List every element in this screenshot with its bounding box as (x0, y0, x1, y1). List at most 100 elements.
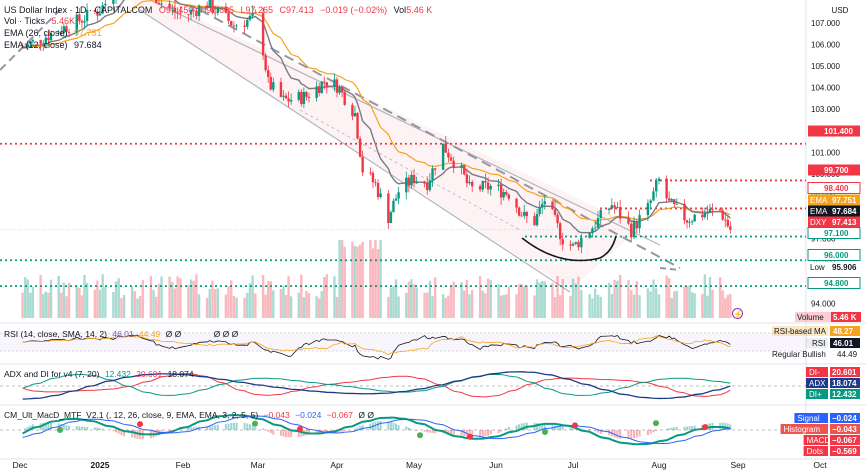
volume-bar (635, 281, 639, 318)
macd-hist-bar (515, 425, 518, 430)
candle-body (49, 33, 53, 41)
volume-bar (706, 295, 709, 318)
macd-hist-bar (395, 423, 398, 430)
candle-body (42, 43, 45, 45)
volume-bar (610, 293, 614, 318)
price-tag-value: 98.400 (824, 184, 849, 193)
candle-body (538, 207, 541, 214)
macd-hist-bar (341, 430, 344, 432)
candle-body (338, 87, 341, 93)
candle-body (248, 15, 252, 20)
macd-hist-bar (561, 426, 564, 430)
symbol-legend: US Dollar Index · 1D · CAPITALCOM O97.45… (4, 5, 432, 16)
candle-body (211, 0, 214, 13)
macd-hist-bar (269, 430, 272, 434)
macd-tag-value-bg (830, 424, 860, 434)
volume-bar (171, 281, 174, 318)
adx-tag-value: 12.432 (832, 390, 857, 399)
candle-body (392, 200, 395, 213)
volume-bar (39, 274, 42, 318)
price-tick-label: 101.000 (811, 148, 840, 157)
candle-body (98, 13, 102, 16)
macd-title: CM_Ult_MacD_MTF_V2.1 (, 12, 26, close, 9… (4, 410, 259, 420)
volume-bar (122, 294, 126, 318)
time-tick-label: 2025 (91, 460, 110, 470)
candle-body (708, 208, 712, 213)
channel-lower-line (139, 9, 571, 293)
candle-body (726, 219, 730, 227)
candle-body (541, 204, 544, 208)
regular-bullish-value: 44.49 (837, 350, 858, 359)
macd-hist-bar (279, 430, 282, 436)
candle-body (533, 216, 536, 226)
macd-hist-bar (206, 426, 209, 430)
volume-bar (596, 294, 600, 318)
macd-extra-value: Ø Ø (358, 410, 374, 420)
time-tick-label: Jun (489, 460, 503, 470)
candle-body (297, 91, 300, 100)
candle-body (520, 215, 523, 217)
macd-hist-bar (554, 425, 557, 430)
volume-bar (138, 295, 142, 318)
macd-hist-bar (460, 430, 463, 436)
volume-bar (356, 246, 359, 318)
price-tag-label-bg (808, 261, 830, 273)
macd-hist-bar (468, 430, 471, 438)
volume-bar (520, 283, 523, 318)
low-value: L97.265 (240, 5, 274, 15)
candle-body (613, 205, 616, 208)
macd-tag-value-bg (830, 435, 860, 445)
candle-body (335, 79, 339, 93)
volume-bar (387, 296, 390, 318)
candle-body (112, 0, 115, 4)
macd-hist-bar (297, 430, 300, 437)
macd-hist-bar (246, 423, 249, 430)
close-value: C97.413 (279, 5, 314, 15)
macd-hist-bar (235, 422, 238, 430)
macd-tag-label: Dots (807, 447, 823, 456)
candle-body (499, 184, 503, 198)
volume-bar (96, 280, 99, 318)
macd-hist-bar (248, 424, 251, 430)
macd-hist-bar (131, 430, 134, 438)
candle-body (646, 203, 650, 216)
volume-bar (667, 278, 671, 318)
candle-body (83, 21, 86, 23)
ema12-value: 97.684 (74, 40, 102, 50)
candle-body (227, 12, 230, 22)
volume-bar (478, 276, 482, 318)
rsi-tag-bg (806, 338, 828, 348)
macd-hist-bar (195, 426, 198, 430)
volume-bar (261, 274, 265, 318)
volume-bar (701, 294, 704, 318)
candle-body (85, 9, 89, 22)
macd-hist-bar (572, 427, 574, 430)
volume-bar (230, 280, 233, 318)
volume-bar (484, 293, 487, 318)
macd-hist-bar (407, 427, 410, 430)
price-tag-value: 97.751 (832, 196, 857, 205)
macd-hist-bar (638, 430, 641, 437)
macd-cross-dot (702, 424, 708, 431)
volume-bar (302, 297, 306, 318)
candle-body (282, 95, 285, 97)
volume-bar (284, 295, 288, 318)
trendline-tail (659, 267, 681, 271)
volume-bar (57, 275, 60, 318)
price-tag-label-bg (808, 194, 830, 206)
candle-body (65, 26, 68, 32)
macd-hist-bar (655, 430, 658, 432)
candle-body (29, 41, 32, 44)
price-tick-label: 106.000 (811, 41, 840, 50)
volume-bar (224, 294, 228, 318)
volume-bar (189, 279, 193, 318)
candle-body (460, 165, 463, 168)
macd-hist-bar (500, 430, 503, 432)
volume-bar (216, 288, 220, 318)
candle-body (447, 152, 450, 158)
candle-body (616, 207, 619, 208)
volume-bar (23, 277, 27, 318)
live-icon[interactable]: ⚡ (732, 308, 743, 319)
volume-bar (279, 288, 283, 318)
